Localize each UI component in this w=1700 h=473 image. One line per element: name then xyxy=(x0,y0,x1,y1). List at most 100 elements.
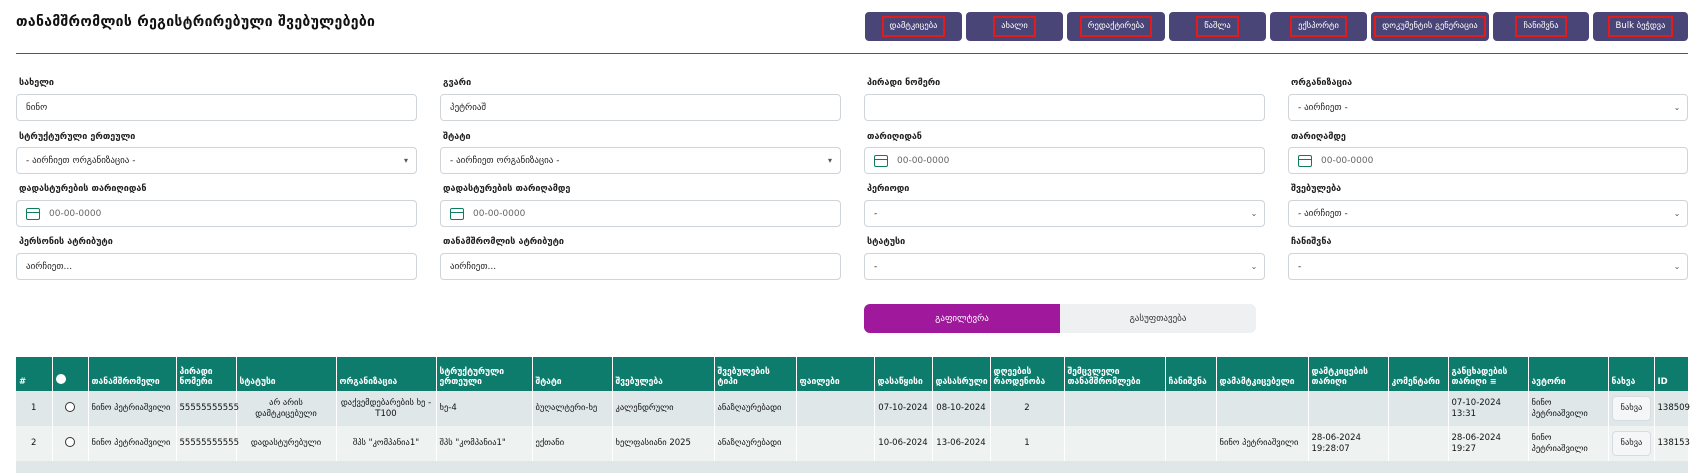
table-row[interactable]: 2 ნინო პეტრიაშვილი 55555555555 დადასტურე… xyxy=(16,426,1690,461)
confirm-date-from-input[interactable]: 00-00-0000 xyxy=(16,200,417,227)
calendar-icon xyxy=(1298,154,1312,167)
table-row[interactable] xyxy=(16,461,1689,473)
col-header-structural-unit[interactable]: სტრუქტურული ერთეული xyxy=(436,357,533,391)
col-header-id[interactable]: ID xyxy=(1654,357,1689,391)
note-select[interactable]: - ⌄ xyxy=(1288,253,1688,280)
table-row[interactable]: 1 ნინო პეტრიაშვილი 55555555555 არ არის დ… xyxy=(16,391,1690,426)
cell-start: 07-10-2024 xyxy=(874,391,933,426)
last-name-value: პეტრიაშ xyxy=(450,102,487,113)
note-button[interactable]: ჩანიშვნა xyxy=(1493,12,1589,41)
sort-icon[interactable]: ≡ xyxy=(1489,377,1497,386)
col-header-approver[interactable]: დამამტკიცებელი xyxy=(1216,357,1309,391)
vacation-value: - აირჩიეთ - xyxy=(1298,208,1348,219)
chevron-down-icon: ⌄ xyxy=(1250,262,1258,271)
export-button[interactable]: ექსპორტი xyxy=(1270,12,1367,41)
personal-number-label: პირადი ნომერი xyxy=(867,78,941,88)
vacation-select[interactable]: - აირჩიეთ - ⌄ xyxy=(1288,200,1688,227)
cell-files xyxy=(796,391,875,426)
col-header-organization[interactable]: ორგანიზაცია xyxy=(336,357,437,391)
col-header-vacation[interactable]: შვებულება xyxy=(612,357,715,391)
cell-comment xyxy=(1388,391,1449,426)
cell-personal-number: 55555555555 xyxy=(176,391,239,426)
new-button-label: ახალი xyxy=(993,16,1036,37)
cell-view: ნახვა xyxy=(1608,391,1655,426)
col-header-note[interactable]: ჩანიშვნა xyxy=(1165,357,1217,391)
structural-unit-value: - აირჩიეთ ორგანიზაცია - xyxy=(26,155,136,166)
edit-button[interactable]: რედაქტირება xyxy=(1067,12,1165,41)
col-header-vacation-type[interactable]: შვებულების ტიპი xyxy=(714,357,797,391)
cell-vacation-type: ანაზღაურებადი xyxy=(714,426,797,461)
structural-unit-select[interactable]: - აირჩიეთ ორგანიზაცია - ▾ xyxy=(16,147,417,174)
col-header-replacements[interactable]: შემცვლელი თანამშრომლები xyxy=(1064,357,1166,391)
col-header-files[interactable]: ფაილები xyxy=(796,357,875,391)
confirm-date-to-label: დადასტურების თარიღამდე xyxy=(443,184,571,194)
cell-view: ნახვა xyxy=(1608,426,1655,461)
cell-staff: ბუღალტერი-ხე xyxy=(532,391,613,426)
status-select[interactable]: - ⌄ xyxy=(864,253,1265,280)
structural-unit-label: სტრუქტურული ერთეული xyxy=(19,132,136,142)
header-divider xyxy=(16,53,1688,54)
select-all-radio[interactable] xyxy=(55,374,66,384)
period-select[interactable]: - ⌄ xyxy=(864,200,1265,227)
page-title: თანამშრომლის რეგისტრირებული შვებულებები xyxy=(16,14,376,30)
staff-label: შტატი xyxy=(443,132,471,142)
col-header-approve-date[interactable]: დამტკიცების თარიღი xyxy=(1308,357,1389,391)
first-name-input[interactable]: ნინო xyxy=(16,94,417,121)
col-header-comment[interactable]: კომენტარი xyxy=(1388,357,1449,391)
delete-button[interactable]: წაშლა xyxy=(1169,12,1266,41)
row-radio[interactable] xyxy=(65,436,75,447)
cell-approve-date xyxy=(1308,391,1389,426)
generate-document-button[interactable]: დოკუმენტის გენერაცია xyxy=(1371,12,1489,41)
calendar-icon xyxy=(450,207,464,220)
date-to-input[interactable]: 00-00-0000 xyxy=(1288,147,1688,174)
staff-value: - აირჩიეთ ორგანიზაცია - xyxy=(450,155,560,166)
col-header-application-date-label: განცხადების თარიღი xyxy=(1451,367,1508,387)
date-from-input[interactable]: 00-00-0000 xyxy=(864,147,1265,174)
note-label: ჩანიშვნა xyxy=(1291,237,1332,247)
cell-vacation: ხელფასიანი 2025 xyxy=(612,426,715,461)
bulk-print-button[interactable]: Bulk ბეჭდვა xyxy=(1593,12,1688,41)
col-header-status[interactable]: სტატუსი xyxy=(236,357,337,391)
organization-select[interactable]: - აირჩიეთ - ⌄ xyxy=(1288,94,1688,121)
filter-button[interactable]: გაფილტვრა xyxy=(864,304,1060,333)
approve-button[interactable]: დამტკიცება xyxy=(865,12,962,41)
confirm-date-from-label: დადასტურების თარიღიდან xyxy=(19,184,147,194)
cell-select[interactable] xyxy=(52,391,89,426)
col-header-select[interactable] xyxy=(52,357,89,391)
new-button[interactable]: ახალი xyxy=(966,12,1063,41)
person-attribute-input[interactable]: აირჩიეთ... xyxy=(16,253,417,280)
organization-label: ორგანიზაცია xyxy=(1291,78,1353,88)
row-radio[interactable] xyxy=(65,401,75,412)
cell-approver xyxy=(1216,391,1309,426)
col-header-employee[interactable]: თანამშრომელი xyxy=(88,357,177,391)
view-button[interactable]: ნახვა xyxy=(1611,431,1652,456)
cell-note xyxy=(1165,391,1217,426)
cell-author: ნინო პეტრიაშვილი xyxy=(1528,426,1609,461)
col-header-end[interactable]: დასასრული xyxy=(932,357,991,391)
last-name-input[interactable]: პეტრიაშ xyxy=(440,94,841,121)
cell-author: ნინო პეტრიაშვილი xyxy=(1528,391,1609,426)
personal-number-input[interactable] xyxy=(864,94,1265,121)
cell-employee: ნინო პეტრიაშვილი xyxy=(88,426,177,461)
cell-select[interactable] xyxy=(52,426,89,461)
approve-button-label: დამტკიცება xyxy=(881,16,946,37)
staff-select[interactable]: - აირჩიეთ ორგანიზაცია - ▾ xyxy=(440,147,841,174)
export-button-label: ექსპორტი xyxy=(1290,16,1347,37)
col-header-application-date[interactable]: განცხადების თარიღი ≡ xyxy=(1448,357,1529,391)
confirm-date-to-input[interactable]: 00-00-0000 xyxy=(440,200,841,227)
col-header-num[interactable]: # xyxy=(16,357,53,391)
calendar-icon xyxy=(874,154,888,167)
view-button[interactable]: ნახვა xyxy=(1611,396,1652,421)
col-header-days[interactable]: დღეების რაოდენობა xyxy=(990,357,1065,391)
cell-application-date: 28-06-2024 19:27 xyxy=(1448,426,1529,461)
col-header-personal-number[interactable]: პირადი ნომერი xyxy=(176,357,237,391)
employee-attribute-input[interactable]: აირჩიეთ... xyxy=(440,253,841,280)
col-header-start[interactable]: დასაწყისი xyxy=(874,357,933,391)
col-header-author[interactable]: ავტორი xyxy=(1528,357,1609,391)
col-header-view[interactable]: ნახვა xyxy=(1608,357,1655,391)
cell-end: 08-10-2024 xyxy=(932,391,991,426)
clear-button[interactable]: გასუფთავება xyxy=(1060,304,1256,333)
vacation-label: შვებულება xyxy=(1291,184,1342,194)
col-header-staff[interactable]: შტატი xyxy=(532,357,613,391)
chevron-down-icon: ⌄ xyxy=(1673,209,1681,218)
